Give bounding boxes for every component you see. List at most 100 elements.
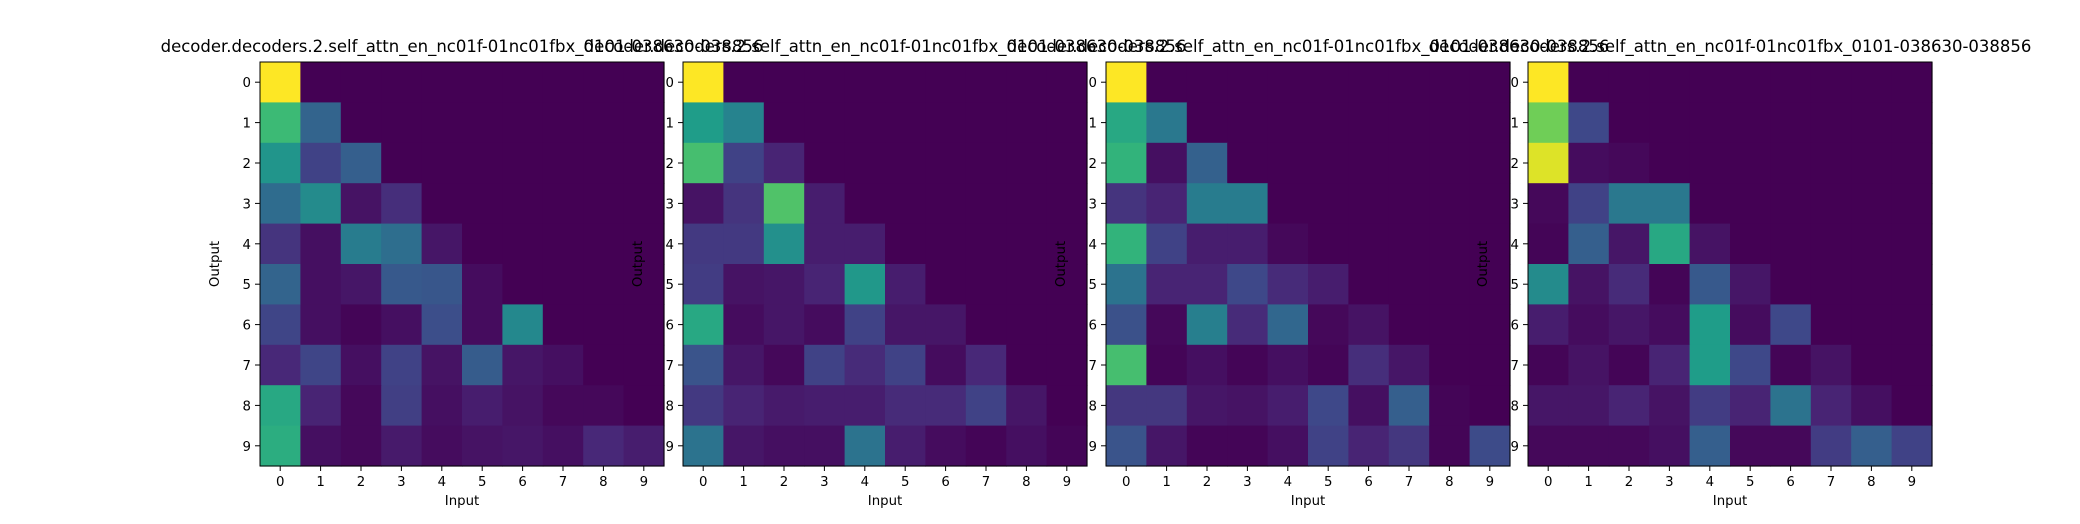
- heatmap-cell: [421, 62, 463, 103]
- heatmap-cell: [1186, 62, 1228, 103]
- y-tick-label: 5: [1511, 278, 1519, 293]
- heatmap-cell: [1106, 264, 1147, 305]
- heatmap-cell: [683, 62, 724, 103]
- heatmap-cell: [1891, 425, 1933, 467]
- heatmap-cell: [1649, 304, 1691, 346]
- heatmap-cell: [683, 102, 724, 144]
- y-tick-label: 0: [243, 76, 251, 91]
- heatmap-cell: [1106, 425, 1147, 467]
- heatmap-cell: [340, 183, 382, 225]
- heatmap-cell: [381, 425, 423, 467]
- heatmap-cell: [1851, 183, 1893, 225]
- heatmap-cell: [1106, 142, 1147, 184]
- heatmap-cell: [1267, 223, 1309, 265]
- heatmap-cell: [1730, 425, 1771, 467]
- heatmap-cell: [502, 102, 544, 144]
- heatmap-cell: [1106, 223, 1147, 265]
- heatmap-cell: [1348, 62, 1390, 103]
- heatmap-cell: [1006, 344, 1048, 386]
- heatmap-cell: [1810, 425, 1852, 467]
- heatmap-cell: [502, 62, 544, 103]
- x-tick-label: 5: [478, 475, 486, 490]
- heatmap-cell: [502, 304, 544, 346]
- heatmap-cell: [804, 183, 846, 225]
- heatmap-cell: [1227, 183, 1269, 225]
- x-tick-label: 0: [699, 475, 707, 490]
- heatmap-cell: [1689, 425, 1731, 467]
- x-tick-label: 0: [276, 475, 284, 490]
- heatmap-cell: [1046, 142, 1088, 184]
- heatmap-cell: [1429, 183, 1471, 225]
- heatmap-cell: [1146, 425, 1188, 467]
- y-tick-label: 7: [243, 359, 251, 374]
- heatmap-cell: [763, 102, 805, 144]
- heatmap-cell: [1388, 62, 1430, 103]
- heatmap-cell: [502, 183, 544, 225]
- heatmap-cell: [340, 264, 382, 305]
- y-tick-label: 9: [1089, 440, 1097, 455]
- y-tick-label: 8: [666, 399, 674, 414]
- y-axis-label: Output: [1054, 241, 1069, 287]
- heatmap-cell: [1186, 142, 1228, 184]
- y-tick-label: 1: [1089, 117, 1097, 132]
- heatmap-cell: [1810, 304, 1852, 346]
- heatmap-cell: [381, 264, 423, 305]
- heatmap-cell: [1308, 183, 1349, 225]
- heatmap-cell: [623, 304, 665, 346]
- heatmap-cell: [1186, 344, 1228, 386]
- heatmap-cell: [1308, 102, 1349, 144]
- heatmap-cell: [1046, 264, 1088, 305]
- heatmap-cell: [723, 385, 765, 427]
- heatmap-cell: [885, 304, 926, 346]
- heatmap-cell: [300, 102, 342, 144]
- heatmap-cell: [1891, 183, 1933, 225]
- y-tick-label: 0: [1089, 76, 1097, 91]
- y-tick-label: 5: [666, 278, 674, 293]
- heatmap-cell: [300, 304, 342, 346]
- heatmap-cell: [1006, 425, 1048, 467]
- heatmap-cell: [300, 183, 342, 225]
- heatmap-cell: [1006, 142, 1048, 184]
- heatmap-cell: [1649, 142, 1691, 184]
- heatmap-cell: [683, 344, 724, 386]
- heatmap-cell: [1851, 344, 1893, 386]
- heatmap-cell: [1608, 142, 1650, 184]
- axes-frame: [1527, 61, 1933, 467]
- heatmap-cell: [462, 304, 503, 346]
- heatmap-cell: [1649, 264, 1691, 305]
- heatmap-cell: [1891, 142, 1933, 184]
- heatmap-cell: [300, 223, 342, 265]
- heatmap-cell: [1469, 425, 1511, 467]
- y-tick-label: 7: [1511, 359, 1519, 374]
- x-tick-label: 8: [1445, 475, 1453, 490]
- heatmap-cell: [623, 102, 665, 144]
- heatmap-cell: [1689, 62, 1731, 103]
- heatmap-cell: [683, 223, 724, 265]
- heatmap-cell: [1429, 344, 1471, 386]
- heatmap-cell: [340, 223, 382, 265]
- heatmap-cell: [1810, 264, 1852, 305]
- heatmap-cell: [1046, 344, 1088, 386]
- heatmap-cell: [1891, 304, 1933, 346]
- heatmap-cell: [1146, 264, 1188, 305]
- y-tick-label: 6: [1511, 319, 1519, 334]
- heatmap-cell: [1810, 385, 1852, 427]
- y-tick-label: 4: [666, 238, 674, 253]
- heatmap-cell: [763, 264, 805, 305]
- heatmap-cell: [300, 425, 342, 467]
- heatmap-cell: [1689, 223, 1731, 265]
- x-tick-label: 9: [1063, 475, 1071, 490]
- heatmap-cell: [1689, 264, 1731, 305]
- heatmap-cell: [844, 62, 886, 103]
- heatmap-cell: [1730, 304, 1771, 346]
- x-tick-label: 6: [941, 475, 949, 490]
- heatmap-cell: [1730, 102, 1771, 144]
- heatmap-cell: [542, 304, 584, 346]
- heatmap-cell: [683, 385, 724, 427]
- heatmap-cell: [804, 102, 846, 144]
- x-tick-label: 7: [1827, 475, 1835, 490]
- heatmap-cell: [1891, 102, 1933, 144]
- x-axis-label: Input: [445, 494, 479, 509]
- x-tick-label: 6: [518, 475, 526, 490]
